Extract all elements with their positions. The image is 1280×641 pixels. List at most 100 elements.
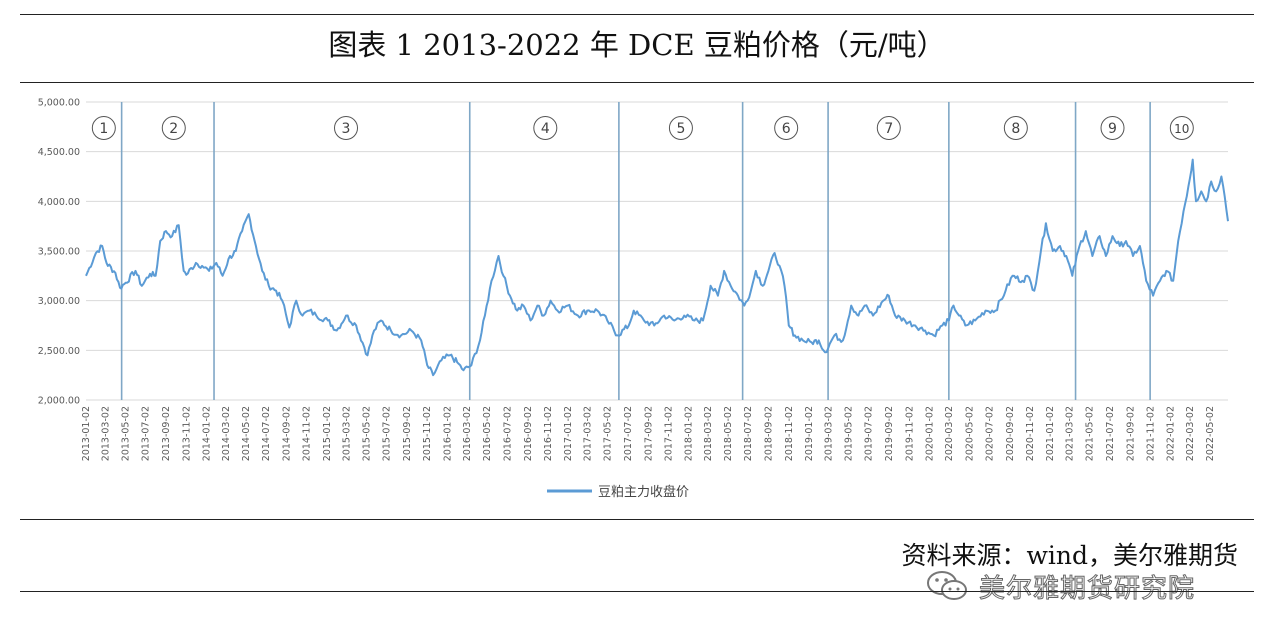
- x-tick-label: 2018-01-02: [684, 406, 695, 461]
- x-tick-label: 2016-05-02: [482, 406, 493, 461]
- x-tick-label: 2017-01-02: [563, 406, 574, 461]
- period-label: 2: [161, 116, 186, 140]
- watermark-text: 美尔雅期货研究院: [978, 573, 1196, 604]
- legend: 豆粕主力收盘价: [547, 484, 689, 500]
- period-label-text: 9: [1108, 121, 1117, 137]
- x-tick-label: 2013-03-02: [101, 406, 112, 461]
- x-tick-label: 2017-11-02: [663, 406, 674, 461]
- period-label-text: 7: [884, 121, 893, 137]
- x-tick-label: 2016-11-02: [543, 406, 554, 461]
- period-label: 8: [1003, 116, 1028, 140]
- period-label: 3: [334, 116, 359, 140]
- wechat-icon: [927, 571, 967, 600]
- x-tick-label: 2022-03-02: [1185, 406, 1196, 461]
- x-tick-label: 2013-01-02: [81, 406, 92, 461]
- x-tick-label: 2018-05-02: [723, 406, 734, 461]
- source-note: 资料来源：wind，美尔雅期货: [901, 541, 1238, 570]
- x-tick-label: 2014-11-02: [302, 406, 313, 461]
- x-tick-label: 2022-05-02: [1205, 406, 1216, 461]
- x-tick-label: 2021-03-02: [1065, 406, 1076, 461]
- x-tick-label: 2015-11-02: [422, 406, 433, 461]
- period-label: 10: [1169, 116, 1194, 140]
- x-tick-label: 2014-01-02: [201, 406, 212, 461]
- x-tick-label: 2019-03-02: [823, 406, 834, 461]
- period-label-text: 5: [676, 121, 685, 137]
- top-rule: [20, 14, 1254, 15]
- period-label-circle: [1003, 116, 1028, 140]
- x-tick-label: 2018-07-02: [743, 406, 754, 461]
- period-label: 1: [91, 116, 116, 140]
- x-tick-label: 2018-09-02: [764, 406, 775, 461]
- x-tick-label: 2013-11-02: [181, 406, 192, 461]
- price-series-line: [85, 158, 1229, 377]
- x-tick-label: 2013-05-02: [121, 406, 132, 461]
- period-label-text: 1: [99, 121, 108, 137]
- x-tick-label: 2016-01-02: [442, 406, 453, 461]
- page-bottom-rule: [20, 591, 1254, 592]
- price-line-chart: 2,000.00 2,500.00 3,000.00 3,500.00 4,000.00…: [38, 98, 1229, 500]
- y-axis-ticks: 2,000.00 2,500.00 3,000.00 3,500.00 4,000.00…: [38, 98, 80, 407]
- x-tick-label: 2016-03-02: [462, 406, 473, 461]
- title-underline: [20, 82, 1254, 83]
- y-tick-label: 4,000.00: [38, 197, 80, 208]
- x-tick-label: 2015-05-02: [362, 406, 373, 461]
- period-label: 6: [774, 116, 799, 140]
- period-label-text: 6: [782, 121, 791, 137]
- y-tick-label: 2,000.00: [38, 396, 80, 407]
- x-axis-ticks: 2013-01-02 2013-03-02 2013-05-02 2013-07-02…: [81, 406, 1216, 461]
- x-tick-label: 2013-07-02: [141, 406, 152, 461]
- x-tick-label: 2015-03-02: [341, 406, 352, 461]
- period-label-circle: [1169, 116, 1194, 140]
- x-tick-label: 2018-11-02: [784, 406, 795, 461]
- x-tick-label: 2020-05-02: [964, 406, 975, 461]
- x-tick-label: 2017-03-02: [583, 406, 594, 461]
- x-tick-label: 2014-05-02: [241, 406, 252, 461]
- legend-entry: 豆粕主力收盘价: [547, 484, 689, 500]
- x-tick-label: 2020-09-02: [1005, 406, 1016, 461]
- period-label-text: 10: [1174, 122, 1189, 136]
- period-label-text: 4: [541, 121, 550, 137]
- x-tick-label: 2015-01-02: [322, 406, 333, 461]
- chart-bottom-rule: [20, 519, 1254, 520]
- period-label-circle: [334, 116, 359, 140]
- x-tick-label: 2021-09-02: [1125, 406, 1136, 461]
- series-layer: [85, 158, 1229, 377]
- watermark: 美尔雅期货研究院: [925, 566, 1195, 606]
- period-label-circle: [668, 116, 693, 140]
- x-tick-label: 2020-11-02: [1025, 406, 1036, 461]
- x-tick-label: 2014-03-02: [221, 406, 232, 461]
- x-tick-label: 2019-07-02: [864, 406, 875, 461]
- period-label-circle: [876, 116, 901, 140]
- period-label-circle: [774, 116, 799, 140]
- x-tick-label: 2017-09-02: [643, 406, 654, 461]
- period-label: 4: [533, 116, 558, 140]
- x-tick-label: 2020-03-02: [944, 406, 955, 461]
- x-tick-label: 2016-07-02: [502, 406, 513, 461]
- x-tick-label: 2020-01-02: [924, 406, 935, 461]
- y-tick-label: 3,000.00: [38, 296, 80, 307]
- x-tick-label: 2019-09-02: [884, 406, 895, 461]
- period-label: 5: [668, 116, 693, 140]
- figure-title: 图表 1 2013-2022 年 DCE 豆粕价格（元/吨）: [328, 28, 946, 62]
- y-tick-label: 5,000.00: [38, 98, 80, 109]
- period-label-text: 3: [342, 121, 351, 137]
- x-tick-label: 2021-05-02: [1085, 406, 1096, 461]
- x-tick-label: 2021-07-02: [1105, 406, 1116, 461]
- period-label: 7: [876, 116, 901, 140]
- grid-lines: [86, 101, 1228, 401]
- x-tick-label: 2020-07-02: [984, 406, 995, 461]
- period-label-circle: [161, 116, 186, 140]
- x-tick-label: 2019-05-02: [844, 406, 855, 461]
- x-tick-label: 2014-09-02: [282, 406, 293, 461]
- legend-label: 豆粕主力收盘价: [598, 484, 689, 500]
- y-tick-label: 3,500.00: [38, 247, 80, 258]
- x-tick-label: 2015-09-02: [402, 406, 413, 461]
- x-tick-label: 2014-07-02: [261, 406, 272, 461]
- period-label-circle: [1100, 116, 1125, 140]
- period-label-text: 8: [1011, 121, 1020, 137]
- period-label: 9: [1100, 116, 1125, 140]
- y-tick-label: 2,500.00: [38, 346, 80, 357]
- x-tick-label: 2021-01-02: [1045, 406, 1056, 461]
- x-tick-label: 2017-07-02: [623, 406, 634, 461]
- x-tick-label: 2021-11-02: [1146, 406, 1157, 461]
